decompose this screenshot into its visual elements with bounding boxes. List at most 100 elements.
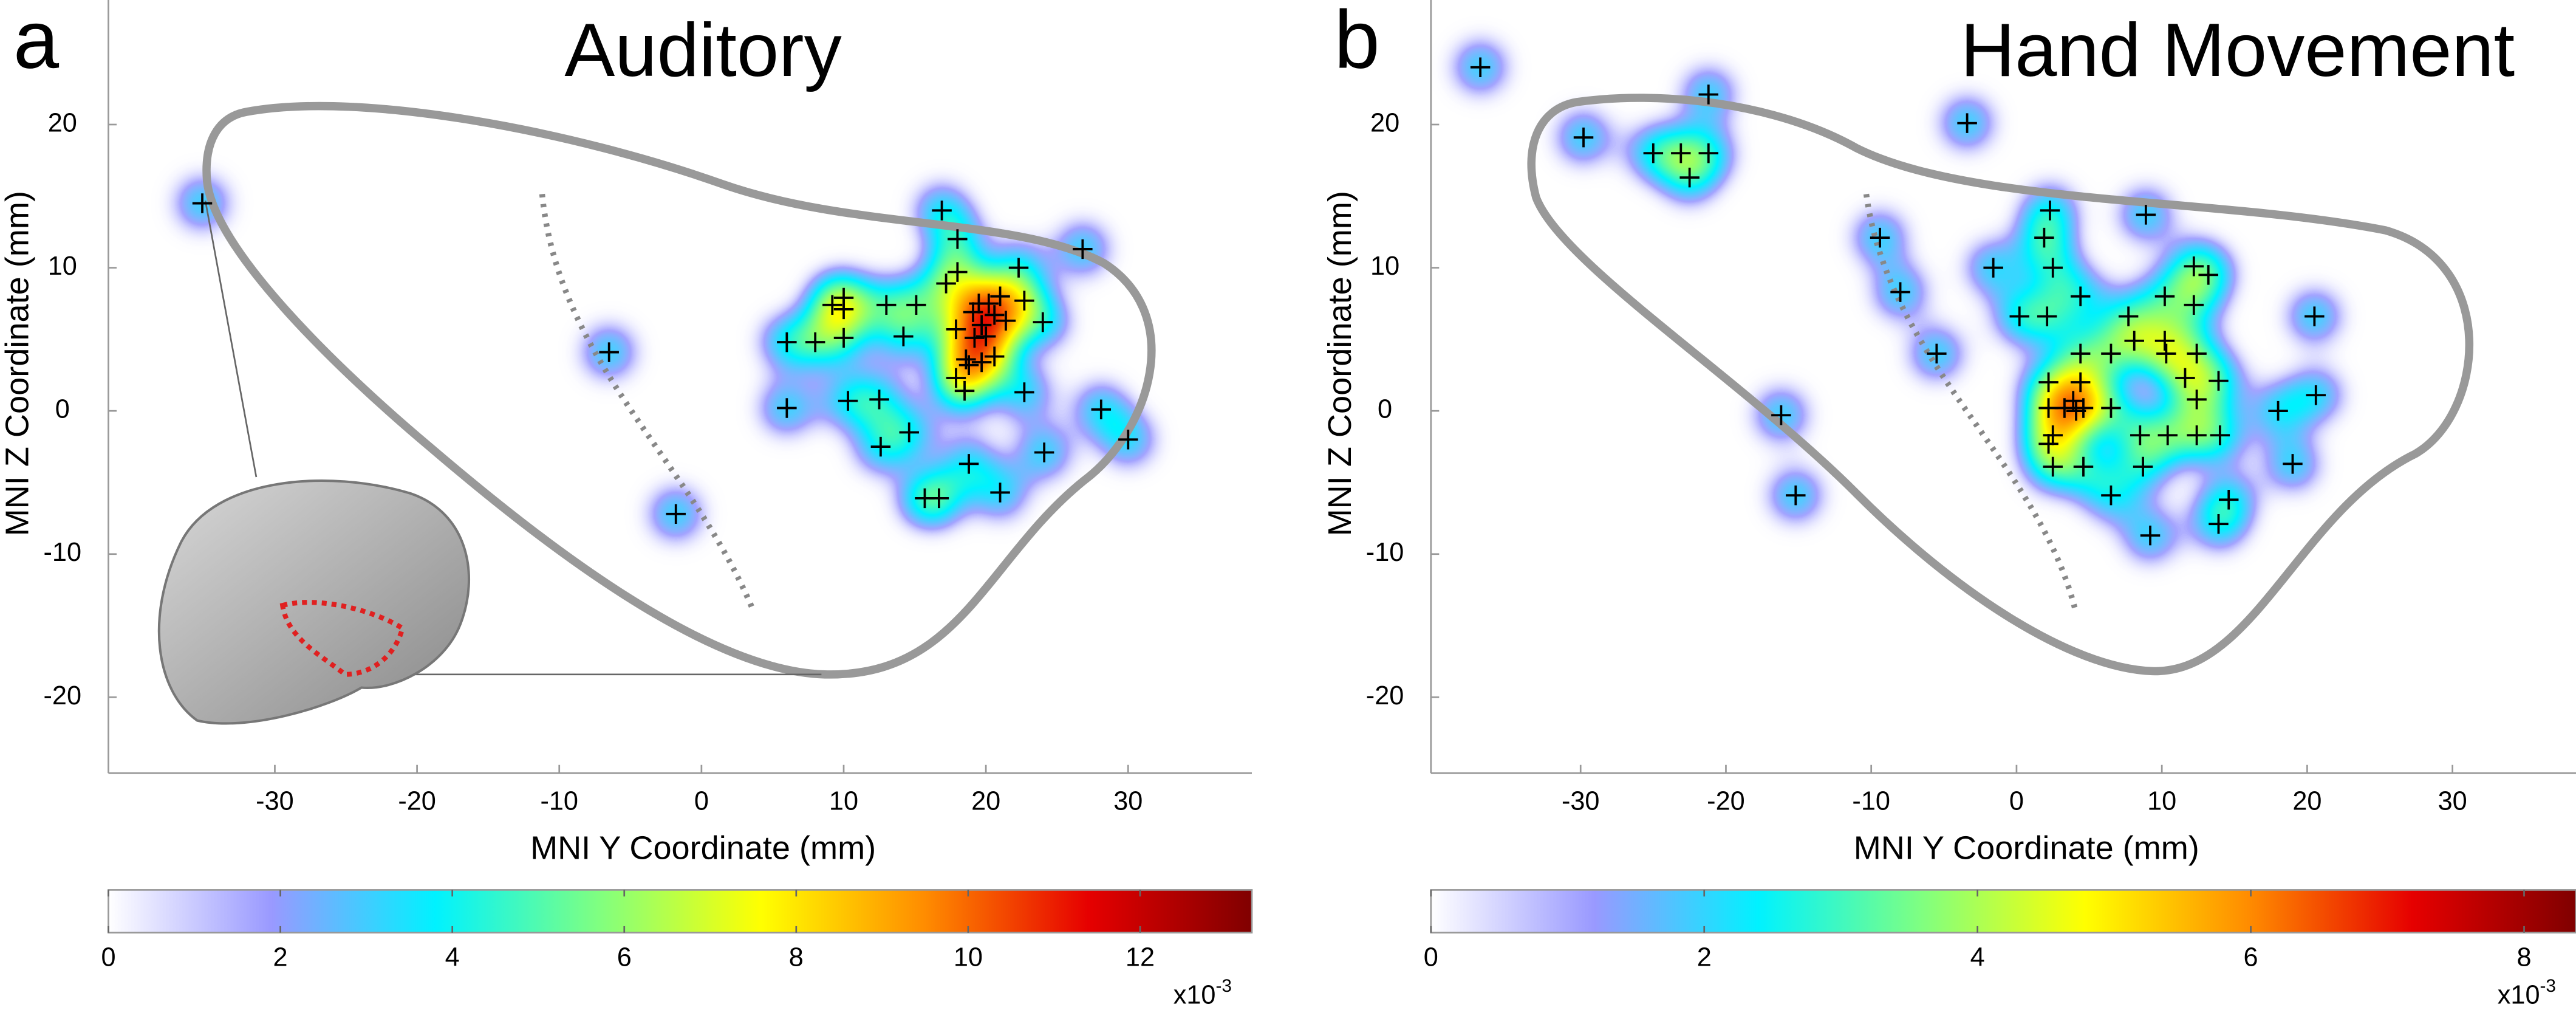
colorbar-tick-label: 0 bbox=[101, 943, 115, 972]
x-tick-label: -20 bbox=[1707, 786, 1745, 816]
point bbox=[2063, 391, 2083, 411]
point bbox=[2157, 425, 2178, 445]
y-axis-label: MNI Z Coordinate (mm) bbox=[1322, 191, 1358, 536]
point bbox=[2070, 343, 2091, 364]
point bbox=[2283, 454, 2303, 474]
point bbox=[1927, 343, 1947, 364]
point bbox=[996, 311, 1016, 331]
point bbox=[1014, 290, 1034, 311]
panel-title: Auditory bbox=[564, 8, 841, 92]
panel-label: b bbox=[1334, 0, 1379, 86]
point bbox=[870, 436, 891, 457]
brain-inset bbox=[157, 200, 822, 725]
colorbar bbox=[108, 889, 1253, 934]
point bbox=[1034, 442, 1054, 462]
point bbox=[2218, 489, 2239, 510]
point bbox=[1890, 282, 1910, 302]
x-tick-label: 10 bbox=[829, 786, 858, 816]
point bbox=[2040, 201, 2060, 221]
point bbox=[2038, 372, 2058, 393]
point bbox=[2198, 265, 2218, 285]
point bbox=[822, 295, 842, 315]
point bbox=[1014, 382, 1034, 402]
point bbox=[984, 305, 1005, 325]
point bbox=[1679, 167, 1700, 188]
point bbox=[975, 326, 996, 346]
point bbox=[2187, 425, 2207, 445]
point bbox=[2037, 306, 2057, 326]
point bbox=[805, 332, 825, 352]
y-tick-label: -20 bbox=[1366, 681, 1404, 710]
y-tick-label: -20 bbox=[44, 681, 82, 710]
point bbox=[2156, 343, 2176, 364]
colorbar-tick-label: 8 bbox=[2516, 943, 2531, 972]
colorbar-tick-label: 8 bbox=[789, 943, 804, 972]
point bbox=[2101, 398, 2121, 418]
region-outline bbox=[202, 101, 1156, 679]
x-tick-label: 20 bbox=[971, 786, 1000, 816]
x-axis-label: MNI Y Coordinate (mm) bbox=[1854, 830, 2199, 867]
point bbox=[948, 262, 968, 282]
point bbox=[2124, 331, 2144, 351]
y-axis-label: MNI Z Coordinate (mm) bbox=[0, 191, 36, 536]
point bbox=[2034, 227, 2054, 248]
point bbox=[984, 346, 1005, 366]
point bbox=[876, 295, 897, 315]
point bbox=[599, 342, 619, 362]
x-tick-label: -10 bbox=[540, 786, 578, 816]
point bbox=[932, 201, 952, 221]
point bbox=[2043, 258, 2063, 278]
point bbox=[1643, 143, 1664, 163]
colorbar-tick-label: 6 bbox=[617, 943, 632, 972]
point bbox=[2154, 286, 2175, 306]
x-tick-label: 0 bbox=[694, 786, 709, 816]
point bbox=[1671, 143, 1691, 163]
point bbox=[777, 398, 797, 418]
point bbox=[946, 319, 966, 340]
point bbox=[2101, 485, 2121, 506]
point bbox=[936, 273, 956, 294]
point bbox=[666, 504, 686, 524]
point bbox=[2009, 306, 2029, 326]
point bbox=[990, 286, 1010, 306]
point bbox=[948, 229, 968, 249]
x-tick-label: -30 bbox=[256, 786, 294, 816]
point bbox=[2304, 306, 2325, 326]
point bbox=[971, 315, 992, 335]
point bbox=[965, 328, 985, 348]
point bbox=[2306, 385, 2326, 405]
point bbox=[893, 326, 914, 346]
sulcus-line bbox=[539, 193, 756, 610]
point bbox=[838, 391, 858, 411]
y-tick-label: 10 bbox=[48, 252, 77, 281]
point bbox=[777, 332, 797, 352]
point bbox=[1957, 113, 1977, 133]
point bbox=[1771, 405, 1791, 425]
point bbox=[2184, 256, 2204, 277]
multiplier-base: x10 bbox=[2498, 981, 2540, 1010]
point bbox=[2140, 525, 2161, 546]
density bbox=[1454, 41, 2343, 562]
point bbox=[2073, 398, 2094, 418]
point bbox=[929, 488, 949, 509]
point bbox=[2038, 434, 2058, 454]
point bbox=[1470, 57, 1491, 77]
point bbox=[1698, 143, 1718, 163]
y-tick-label: 0 bbox=[55, 395, 70, 424]
panel-title: Hand Movement bbox=[1960, 8, 2515, 92]
x-tick-label: -20 bbox=[398, 786, 436, 816]
point bbox=[1983, 258, 2003, 278]
x-tick-label: 10 bbox=[2147, 786, 2176, 816]
point bbox=[906, 295, 926, 315]
x-tick-label: 0 bbox=[2009, 786, 2024, 816]
point bbox=[954, 380, 975, 401]
point bbox=[2268, 400, 2288, 421]
y-tick-label: 20 bbox=[48, 108, 77, 137]
colorbar-tick-label: 2 bbox=[273, 943, 288, 972]
point bbox=[2130, 425, 2150, 445]
multiplier-exponent: -3 bbox=[1216, 976, 1232, 996]
colorbar-tick-label: 12 bbox=[1126, 943, 1155, 972]
colorbar-multiplier: x10-3 bbox=[1174, 976, 1232, 1010]
